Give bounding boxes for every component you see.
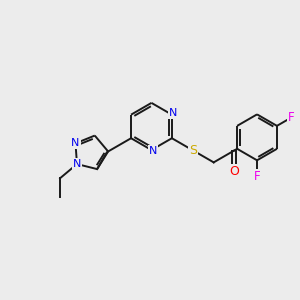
Text: S: S — [189, 144, 197, 157]
Text: F: F — [288, 111, 294, 124]
Text: F: F — [254, 170, 260, 183]
Text: N: N — [71, 138, 80, 148]
Text: N: N — [169, 109, 178, 118]
Text: N: N — [149, 146, 157, 156]
Text: O: O — [229, 165, 239, 178]
Text: N: N — [73, 159, 81, 169]
